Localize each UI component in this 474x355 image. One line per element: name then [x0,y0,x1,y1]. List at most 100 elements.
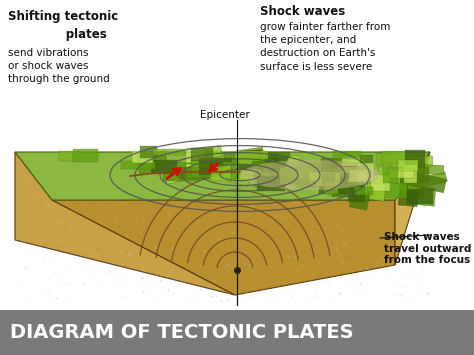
Text: send vibrations
or shock waves
through the ground: send vibrations or shock waves through t… [8,48,110,84]
Bar [404,165,417,183]
Bar [273,171,304,178]
Bar [186,164,220,178]
Bar [405,151,425,168]
Bar [360,155,373,167]
Bar [348,185,365,202]
Bar [385,183,407,198]
Bar [338,175,365,192]
Bar [302,174,334,187]
Bar [386,166,415,182]
Text: plates: plates [8,28,107,41]
Bar [140,146,157,158]
Bar [396,156,432,167]
Bar [398,160,418,171]
Bar [349,170,368,181]
Bar [179,167,210,180]
Bar [389,169,414,178]
Bar [239,147,264,162]
Bar [398,190,419,207]
Bar [337,168,365,179]
Bar [153,149,185,155]
Bar [392,155,422,162]
Bar [288,156,300,163]
Bar [414,164,444,175]
Bar [163,159,196,184]
Bar [406,172,447,191]
Bar [382,151,409,163]
Bar [407,189,433,204]
Bar [121,161,155,169]
Bar [364,182,387,202]
Bar [405,171,447,193]
Polygon shape [15,152,430,200]
Bar [258,164,287,189]
Bar [333,151,361,157]
Bar [132,151,153,163]
Text: DIAGRAM OF TECTONIC PLATES: DIAGRAM OF TECTONIC PLATES [10,322,354,342]
Bar [328,182,358,195]
Bar [327,167,345,185]
Bar [310,162,345,182]
Bar [337,167,366,173]
Bar [210,165,231,181]
Bar [298,181,316,187]
Bar [285,171,318,184]
Bar [352,174,368,194]
Bar [257,176,285,191]
Bar [406,186,436,206]
Bar [400,167,429,182]
Bar [163,162,200,181]
Text: Shock waves
travel outward
from the focus: Shock waves travel outward from the focu… [384,232,471,265]
Bar [224,153,257,166]
Bar [200,169,220,175]
Bar [338,159,365,166]
Bar [378,164,396,182]
Bar [349,188,371,210]
Bar [262,152,290,158]
Bar [237,149,264,170]
Bar [59,151,81,162]
Bar [235,152,268,159]
Bar [355,187,373,195]
Bar [254,173,280,187]
Text: Shock waves: Shock waves [260,5,345,18]
Bar [199,158,231,175]
Bar [324,181,338,194]
Bar [309,172,340,186]
Bar [371,175,390,191]
Bar [346,172,371,185]
Bar [399,181,424,198]
Bar [331,183,357,197]
Bar [329,161,365,176]
Bar [383,168,398,182]
Bar [376,153,399,165]
Text: Epicenter: Epicenter [200,110,250,120]
Bar [228,171,250,186]
Bar [137,151,168,174]
Bar [193,145,223,162]
Polygon shape [52,200,395,295]
Bar [261,159,274,171]
Bar [281,168,314,184]
Text: Shifting tectonic: Shifting tectonic [8,10,118,23]
Bar [307,161,330,178]
Bar [357,163,374,181]
Bar [319,177,346,194]
Bar [331,163,359,185]
Bar [73,148,99,162]
Bar [322,173,335,184]
Bar [313,160,351,184]
Bar [253,161,269,169]
Polygon shape [15,152,235,295]
Ellipse shape [240,160,380,190]
Bar [235,170,267,181]
Text: grow fainter farther from
the epicenter, and
destruction on Earth's
surface is l: grow fainter farther from the epicenter,… [260,22,391,72]
Bar [261,152,288,173]
Bar [223,162,239,179]
Bar [383,155,407,174]
Bar [191,148,212,161]
Bar [237,158,265,165]
Text: travel outw...
from the foo...: travel outw... from the foo... [384,255,453,277]
Bar [0,310,474,355]
Bar [151,160,177,174]
